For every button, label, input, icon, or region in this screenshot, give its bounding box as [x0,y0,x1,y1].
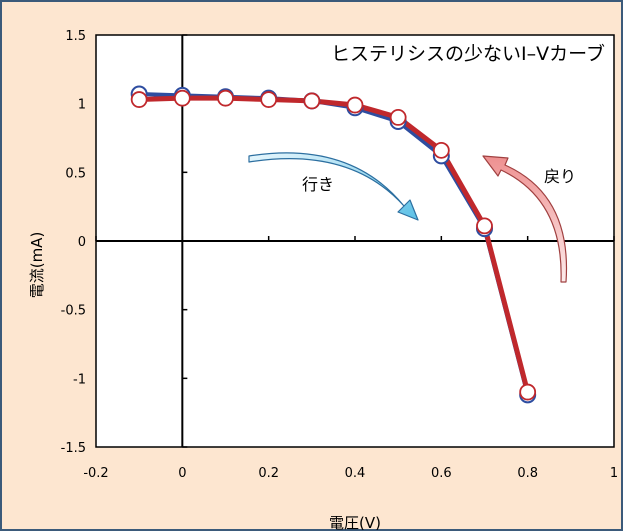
x-tick-label: 0.2 [258,466,279,481]
backward-arrow-icon [482,155,568,283]
y-axis-label: 電流(mA) [28,232,46,299]
x-tick-label: 1 [610,466,618,481]
chart-title-box [240,36,612,70]
series-line-1 [139,95,531,393]
series-1-point [432,141,450,159]
forward-arrow-icon [248,152,419,221]
annotation-backward: 戻り [544,167,576,186]
y-tick-label: 1 [78,98,86,113]
series-1-point [130,91,148,108]
y-tick-label: 0 [78,235,86,250]
series-1-point [476,217,493,235]
x-tick-label: 0.8 [517,466,538,481]
series-1-point [260,91,278,108]
y-tick-label: -0.5 [61,304,86,319]
series-1-point [217,89,234,107]
series-1-point [303,92,321,110]
x-tick-label: 0.4 [345,466,366,481]
x-axis-label: 電圧(V) [329,514,381,531]
series-1-point [173,89,191,107]
series-1-point [346,96,364,114]
x-tick-label: -0.2 [83,466,108,481]
series-1-point [519,383,537,401]
y-tick-label: -1 [73,372,86,387]
annotation-forward: 行き [302,175,334,194]
y-tick-label: 0.5 [65,166,86,181]
y-tick-label: -1.5 [61,441,86,456]
chart-title: ヒステリシスの少ないI–Vカーブ [331,42,605,65]
y-tick-label: 1.5 [65,29,86,44]
series-1-point [389,109,407,126]
x-tick-label: 0 [178,466,186,481]
x-tick-label: 0.6 [431,466,452,481]
